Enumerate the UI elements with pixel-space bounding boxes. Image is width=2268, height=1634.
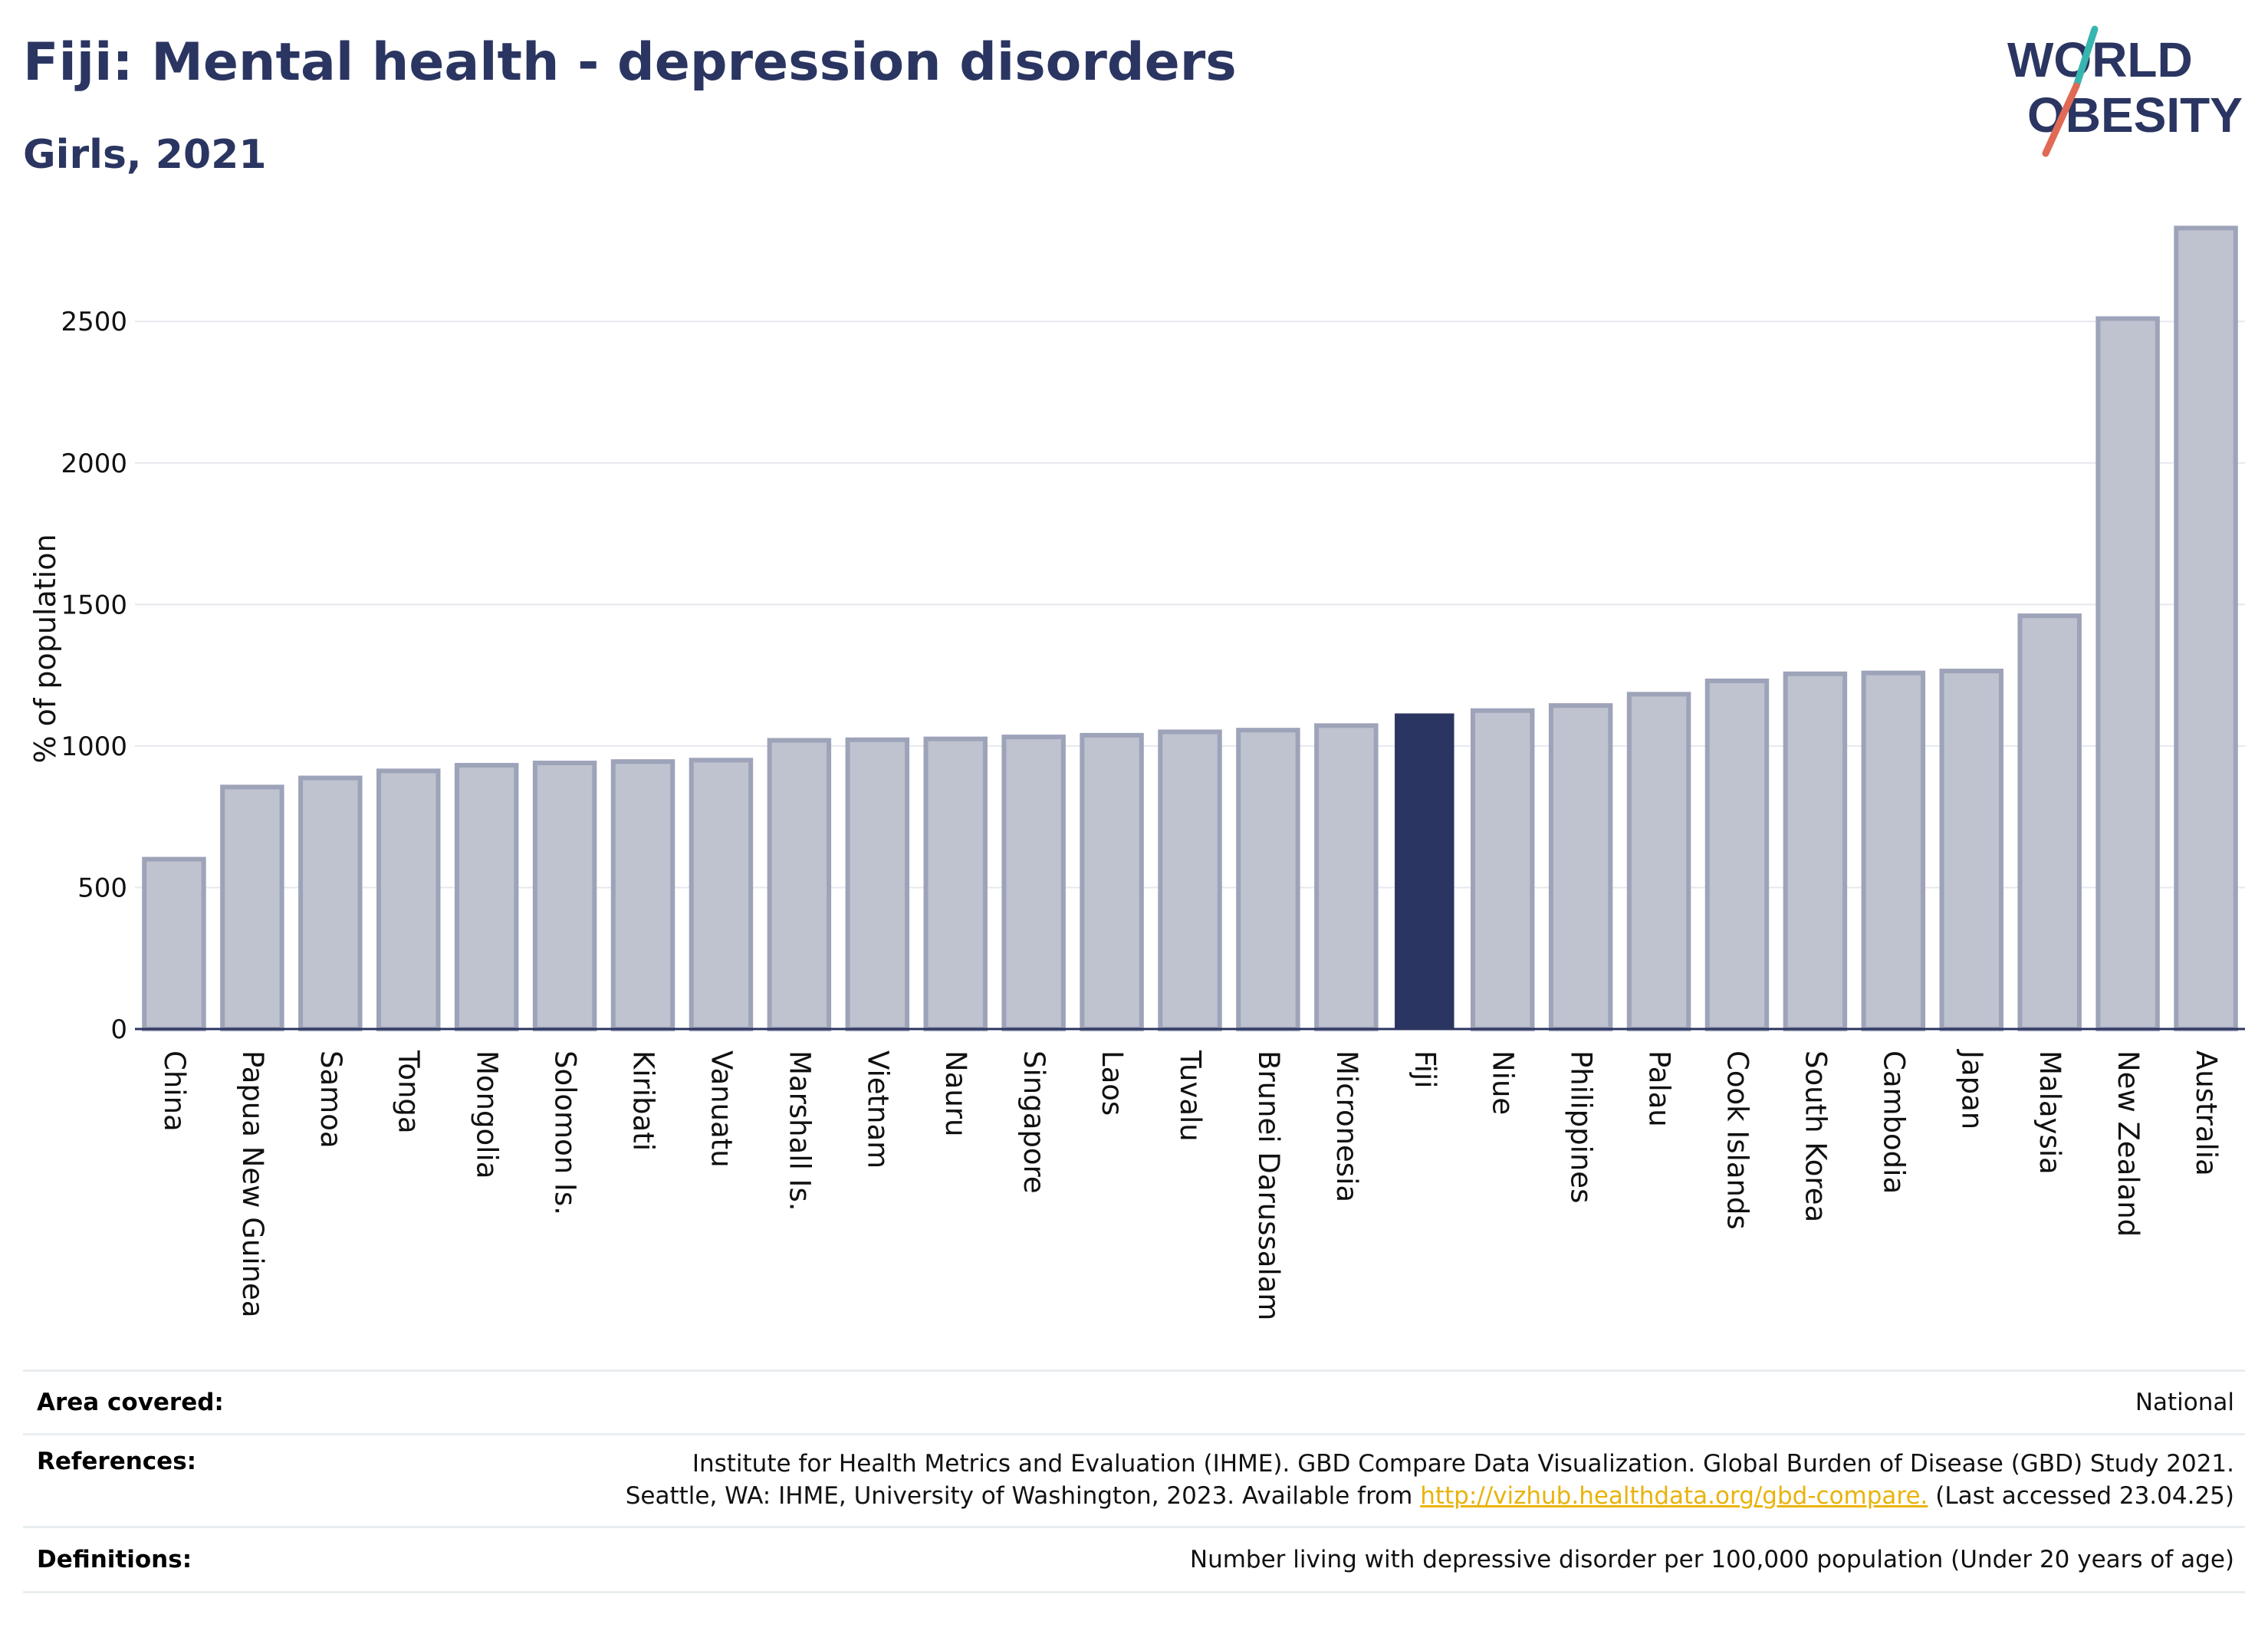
logo-slash-red <box>2042 82 2080 157</box>
x-tick-label: Cambodia <box>1877 1050 1910 1194</box>
x-tick-label: Vanuatu <box>705 1050 738 1168</box>
x-tick-label: Australia <box>2190 1050 2223 1176</box>
logo-slash-teal <box>2072 25 2099 90</box>
x-tick-label: China <box>158 1050 191 1132</box>
definitions-label: Definitions: <box>37 1546 192 1573</box>
x-tick-label: Japan <box>1955 1049 1988 1129</box>
chart-subtitle: Girls, 2021 <box>23 132 267 178</box>
bar <box>220 784 284 1032</box>
y-tick-label: 2500 <box>61 307 127 337</box>
x-tick-label: Tonga <box>393 1050 426 1134</box>
area-covered-value: National <box>2135 1389 2234 1416</box>
x-tick-label: Vietnam <box>861 1050 894 1169</box>
bar <box>1626 692 1691 1031</box>
definitions-value: Number living with depressive disorder p… <box>1189 1546 2234 1573</box>
y-tick-label: 0 <box>110 1014 127 1045</box>
x-tick-label: Samoa <box>314 1050 347 1149</box>
bar <box>1080 732 1144 1031</box>
bar <box>2174 225 2238 1031</box>
x-tick-label: Micronesia <box>1330 1050 1363 1202</box>
bar <box>1783 671 1848 1031</box>
bar <box>1236 728 1300 1031</box>
bar <box>767 738 832 1031</box>
bar <box>1158 729 1222 1032</box>
references-line-1: Institute for Health Metrics and Evaluat… <box>692 1450 2234 1478</box>
logo-line-1: WORLD <box>2007 32 2193 87</box>
y-tick-label: 1500 <box>61 590 127 620</box>
bar <box>376 768 441 1031</box>
y-tick-label: 2000 <box>61 449 127 479</box>
x-tick-label: Fiji <box>1408 1050 1441 1088</box>
x-tick-label: Singapore <box>1017 1050 1050 1194</box>
x-tick-label: Niue <box>1487 1050 1520 1115</box>
world-obesity-logo: WORLD OBESITY <box>2007 25 2243 157</box>
x-tick-label: Mongolia <box>471 1050 504 1179</box>
x-tick-label: Solomon Is. <box>549 1050 582 1215</box>
bar-chart: 0 500 1000 1500 2000 2500 % of population China… <box>28 225 2245 1320</box>
bar <box>1861 670 1926 1031</box>
x-tick-label: Kiribati <box>627 1050 660 1151</box>
x-tick-label: Cook Islands <box>1721 1050 1754 1230</box>
bar <box>1548 703 1613 1032</box>
bar <box>142 856 206 1032</box>
y-axis-label: % of population <box>28 534 62 763</box>
x-tick-label: Marshall Is. <box>783 1050 816 1211</box>
bar <box>2017 613 2082 1031</box>
references-line-2-text: Seattle, WA: IHME, University of Washing… <box>625 1482 1421 1510</box>
bar <box>1704 678 1770 1031</box>
bar <box>1470 708 1535 1031</box>
bar <box>1395 713 1454 1029</box>
bar <box>298 775 363 1031</box>
x-tick-label: Laos <box>1096 1050 1129 1116</box>
footer-row-references: References: Institute for Health Metrics… <box>23 1433 2245 1526</box>
x-tick-label: New Zealand <box>2112 1050 2145 1237</box>
x-tick-label: Malaysia <box>2033 1050 2066 1175</box>
y-tick-label: 500 <box>77 873 127 903</box>
references-link[interactable]: http://vizhub.healthdata.org/gbd-compare… <box>1420 1482 1928 1510</box>
x-tick-label: Philippines <box>1565 1050 1598 1203</box>
x-tick-label: Palau <box>1643 1050 1676 1127</box>
x-tick-label: South Korea <box>1799 1050 1832 1222</box>
x-tick-label: Nauru <box>939 1050 972 1136</box>
bar <box>1001 735 1066 1031</box>
y-tick-label: 1000 <box>61 732 127 762</box>
footer-row-definitions: Definitions: Number living with depressi… <box>23 1526 2245 1593</box>
area-covered-label: Area covered: <box>37 1389 224 1416</box>
references-line-2: Seattle, WA: IHME, University of Washing… <box>626 1480 2234 1512</box>
bar <box>454 762 519 1031</box>
bar <box>532 761 597 1031</box>
footer-row-area: Area covered: National <box>23 1369 2245 1433</box>
bar <box>1314 723 1379 1031</box>
x-tick-label: Brunei Darussalam <box>1252 1050 1285 1320</box>
references-accessed: (Last accessed 23.04.25) <box>1928 1482 2234 1510</box>
references-value: Institute for Health Metrics and Evaluat… <box>626 1448 2245 1512</box>
bar <box>689 758 754 1031</box>
chart-title: Fiji: Mental health - depression disorde… <box>23 32 1237 93</box>
x-tick-label: Papua New Guinea <box>236 1050 269 1317</box>
bar <box>923 736 988 1031</box>
x-tick-label: Tuvalu <box>1174 1050 1207 1142</box>
bar <box>845 737 910 1031</box>
chart-footer: Area covered: National References: Insti… <box>23 1369 2245 1593</box>
bar <box>610 759 675 1031</box>
bar <box>1939 669 2003 1031</box>
references-label: References: <box>37 1448 197 1475</box>
bar <box>2095 316 2160 1031</box>
